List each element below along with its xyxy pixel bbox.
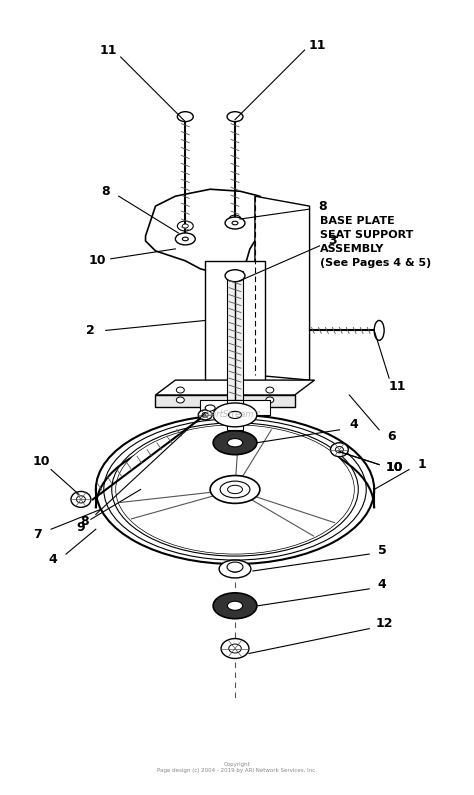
Polygon shape	[255, 196, 310, 380]
Text: 1: 1	[418, 458, 426, 471]
Text: 3: 3	[328, 235, 337, 247]
Text: 8: 8	[81, 515, 89, 528]
Text: 10: 10	[385, 461, 403, 474]
Ellipse shape	[227, 562, 243, 572]
Ellipse shape	[182, 224, 188, 228]
Ellipse shape	[76, 496, 85, 503]
Text: 2: 2	[86, 324, 95, 337]
Ellipse shape	[116, 425, 354, 554]
Ellipse shape	[112, 423, 358, 556]
Ellipse shape	[229, 566, 241, 572]
Polygon shape	[155, 395, 295, 407]
Ellipse shape	[229, 215, 241, 223]
Text: PartStream™: PartStream™	[207, 410, 263, 420]
Bar	[227, 271, 243, 400]
Text: 6: 6	[387, 430, 395, 444]
Ellipse shape	[227, 111, 243, 122]
Text: 11: 11	[100, 44, 118, 56]
Text: Copyright
Page design (c) 2004 - 2019 by ARI Network Services, Inc.: Copyright Page design (c) 2004 - 2019 by…	[157, 762, 317, 773]
Ellipse shape	[228, 485, 243, 494]
Ellipse shape	[219, 560, 251, 578]
Ellipse shape	[104, 419, 366, 560]
Text: 12: 12	[375, 617, 393, 630]
Ellipse shape	[205, 405, 215, 411]
Ellipse shape	[210, 475, 260, 503]
Ellipse shape	[374, 320, 384, 340]
Text: BASE PLATE
SEAT SUPPORT
ASSEMBLY
(See Pages 4 & 5): BASE PLATE SEAT SUPPORT ASSEMBLY (See Pa…	[319, 216, 431, 268]
Ellipse shape	[176, 397, 184, 403]
Bar	[200, 400, 270, 415]
Text: 8: 8	[101, 184, 110, 198]
Ellipse shape	[177, 111, 193, 122]
Text: 7: 7	[33, 528, 42, 541]
Text: 10: 10	[385, 461, 403, 474]
Ellipse shape	[96, 415, 374, 564]
Ellipse shape	[176, 387, 184, 393]
Text: 11: 11	[309, 39, 326, 52]
Ellipse shape	[228, 411, 242, 418]
Text: 8: 8	[318, 200, 327, 212]
Ellipse shape	[213, 593, 257, 619]
Text: 9: 9	[77, 521, 85, 533]
Ellipse shape	[202, 413, 208, 417]
Ellipse shape	[221, 638, 249, 658]
Polygon shape	[155, 380, 315, 395]
Ellipse shape	[225, 217, 245, 229]
Ellipse shape	[225, 270, 245, 281]
Ellipse shape	[175, 233, 195, 245]
Ellipse shape	[228, 439, 243, 447]
Text: 4: 4	[378, 579, 386, 591]
Ellipse shape	[213, 431, 257, 455]
Ellipse shape	[182, 237, 188, 241]
Ellipse shape	[266, 397, 274, 403]
Ellipse shape	[266, 387, 274, 393]
Text: 10: 10	[88, 254, 106, 267]
Ellipse shape	[213, 403, 257, 427]
Text: 4: 4	[49, 553, 57, 565]
Ellipse shape	[177, 221, 193, 231]
Bar	[227, 400, 243, 430]
Ellipse shape	[198, 410, 212, 420]
Ellipse shape	[229, 644, 241, 653]
Bar	[205, 261, 265, 410]
Ellipse shape	[330, 443, 348, 456]
Text: 4: 4	[350, 418, 359, 432]
Ellipse shape	[71, 491, 91, 507]
Ellipse shape	[228, 601, 243, 611]
Text: 5: 5	[378, 544, 386, 556]
Ellipse shape	[336, 447, 344, 453]
Ellipse shape	[233, 218, 237, 220]
Text: 10: 10	[32, 455, 50, 468]
Ellipse shape	[220, 481, 250, 498]
Text: 11: 11	[388, 379, 406, 393]
Ellipse shape	[232, 221, 238, 225]
Polygon shape	[146, 189, 270, 273]
